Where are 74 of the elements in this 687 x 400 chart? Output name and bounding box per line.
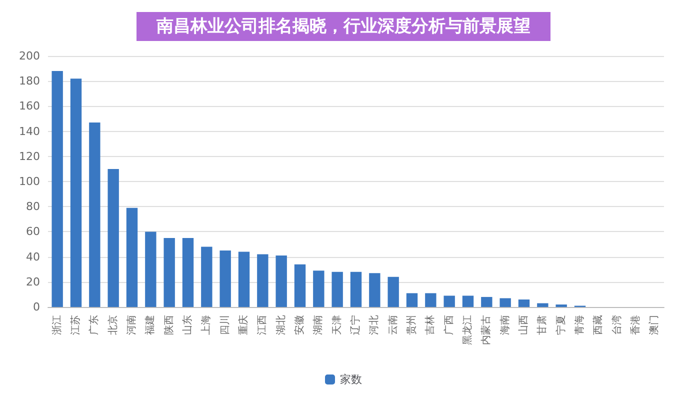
x-tick-label: 河北	[368, 315, 380, 335]
bar	[182, 238, 194, 307]
bar	[556, 304, 567, 307]
bar	[164, 238, 175, 307]
chart-title: 南昌林业公司排名揭晓，行业深度分析与前景展望	[156, 16, 530, 36]
y-tick-label: 160	[19, 100, 40, 113]
x-tick-label: 江苏	[70, 315, 82, 335]
x-tick-label: 重庆	[238, 315, 250, 335]
bar	[537, 303, 548, 307]
bar	[257, 254, 268, 307]
bar	[462, 296, 474, 307]
x-tick-label: 上海	[200, 315, 212, 335]
x-tick-label: 台湾	[610, 315, 623, 335]
x-tick-label: 内蒙古	[480, 315, 492, 345]
bar	[126, 208, 138, 307]
x-tick-label: 宁夏	[554, 315, 567, 335]
bar	[369, 273, 380, 307]
x-tick-label: 山西	[518, 315, 530, 335]
bar	[108, 168, 119, 307]
x-tick-label: 广西	[442, 315, 455, 335]
bar	[332, 272, 343, 307]
bar	[350, 272, 362, 307]
x-tick-label: 青海	[574, 315, 586, 335]
x-tick-label: 四川	[218, 315, 231, 335]
x-tick-label: 黑龙江	[462, 315, 474, 345]
x-tick-label: 河南	[126, 315, 138, 335]
x-tick-label: 辽宁	[350, 315, 362, 335]
bar	[481, 296, 492, 307]
x-tick-label: 山东	[182, 315, 194, 335]
bar	[313, 270, 324, 307]
x-tick-label: 湖南	[312, 315, 324, 335]
y-tick-label: 180	[19, 74, 40, 88]
y-tick-label: 200	[19, 50, 40, 62]
bar	[89, 122, 100, 307]
legend-label: 家数	[340, 373, 362, 386]
x-tick-label: 香港	[630, 315, 642, 335]
y-tick-label: 140	[19, 124, 40, 138]
y-tick-label: 100	[19, 175, 40, 188]
y-tick-label: 80	[26, 200, 40, 214]
bar	[70, 78, 82, 307]
x-tick-label: 甘肃	[536, 315, 548, 335]
x-tick-label: 澳门	[648, 315, 660, 335]
x-tick-label: 浙江	[50, 315, 63, 335]
x-tick-label: 西藏	[592, 315, 604, 335]
bar	[220, 250, 231, 307]
y-tick-label: 60	[26, 225, 40, 238]
x-tick-label: 江西	[256, 315, 268, 335]
bar	[52, 71, 63, 307]
y-tick-label: 20	[26, 275, 40, 288]
x-tick-label: 海南	[498, 315, 511, 335]
bar	[238, 252, 250, 307]
bar	[201, 246, 212, 307]
bar	[444, 296, 455, 307]
x-tick-label: 吉林	[424, 315, 436, 335]
x-tick-label: 福建	[144, 315, 156, 335]
x-tick-label: 天津	[330, 315, 343, 335]
bar	[145, 232, 156, 307]
bar	[500, 298, 511, 307]
bar	[425, 293, 436, 307]
x-tick-label: 陕西	[162, 315, 175, 335]
bar	[276, 256, 287, 307]
x-tick-label: 安徽	[294, 315, 306, 335]
x-tick-label: 云南	[386, 315, 399, 335]
bar	[294, 264, 306, 307]
x-tick-label: 广东	[88, 315, 100, 335]
bar	[388, 276, 399, 307]
y-tick-label: 120	[19, 150, 40, 163]
y-tick-label: 0	[33, 300, 40, 314]
x-tick-label: 贵州	[406, 315, 418, 335]
y-tick-label: 40	[26, 250, 40, 264]
x-tick-label: 湖北	[274, 315, 287, 335]
x-tick-label: 北京	[106, 315, 119, 335]
bar	[518, 299, 530, 307]
bar	[406, 293, 418, 307]
